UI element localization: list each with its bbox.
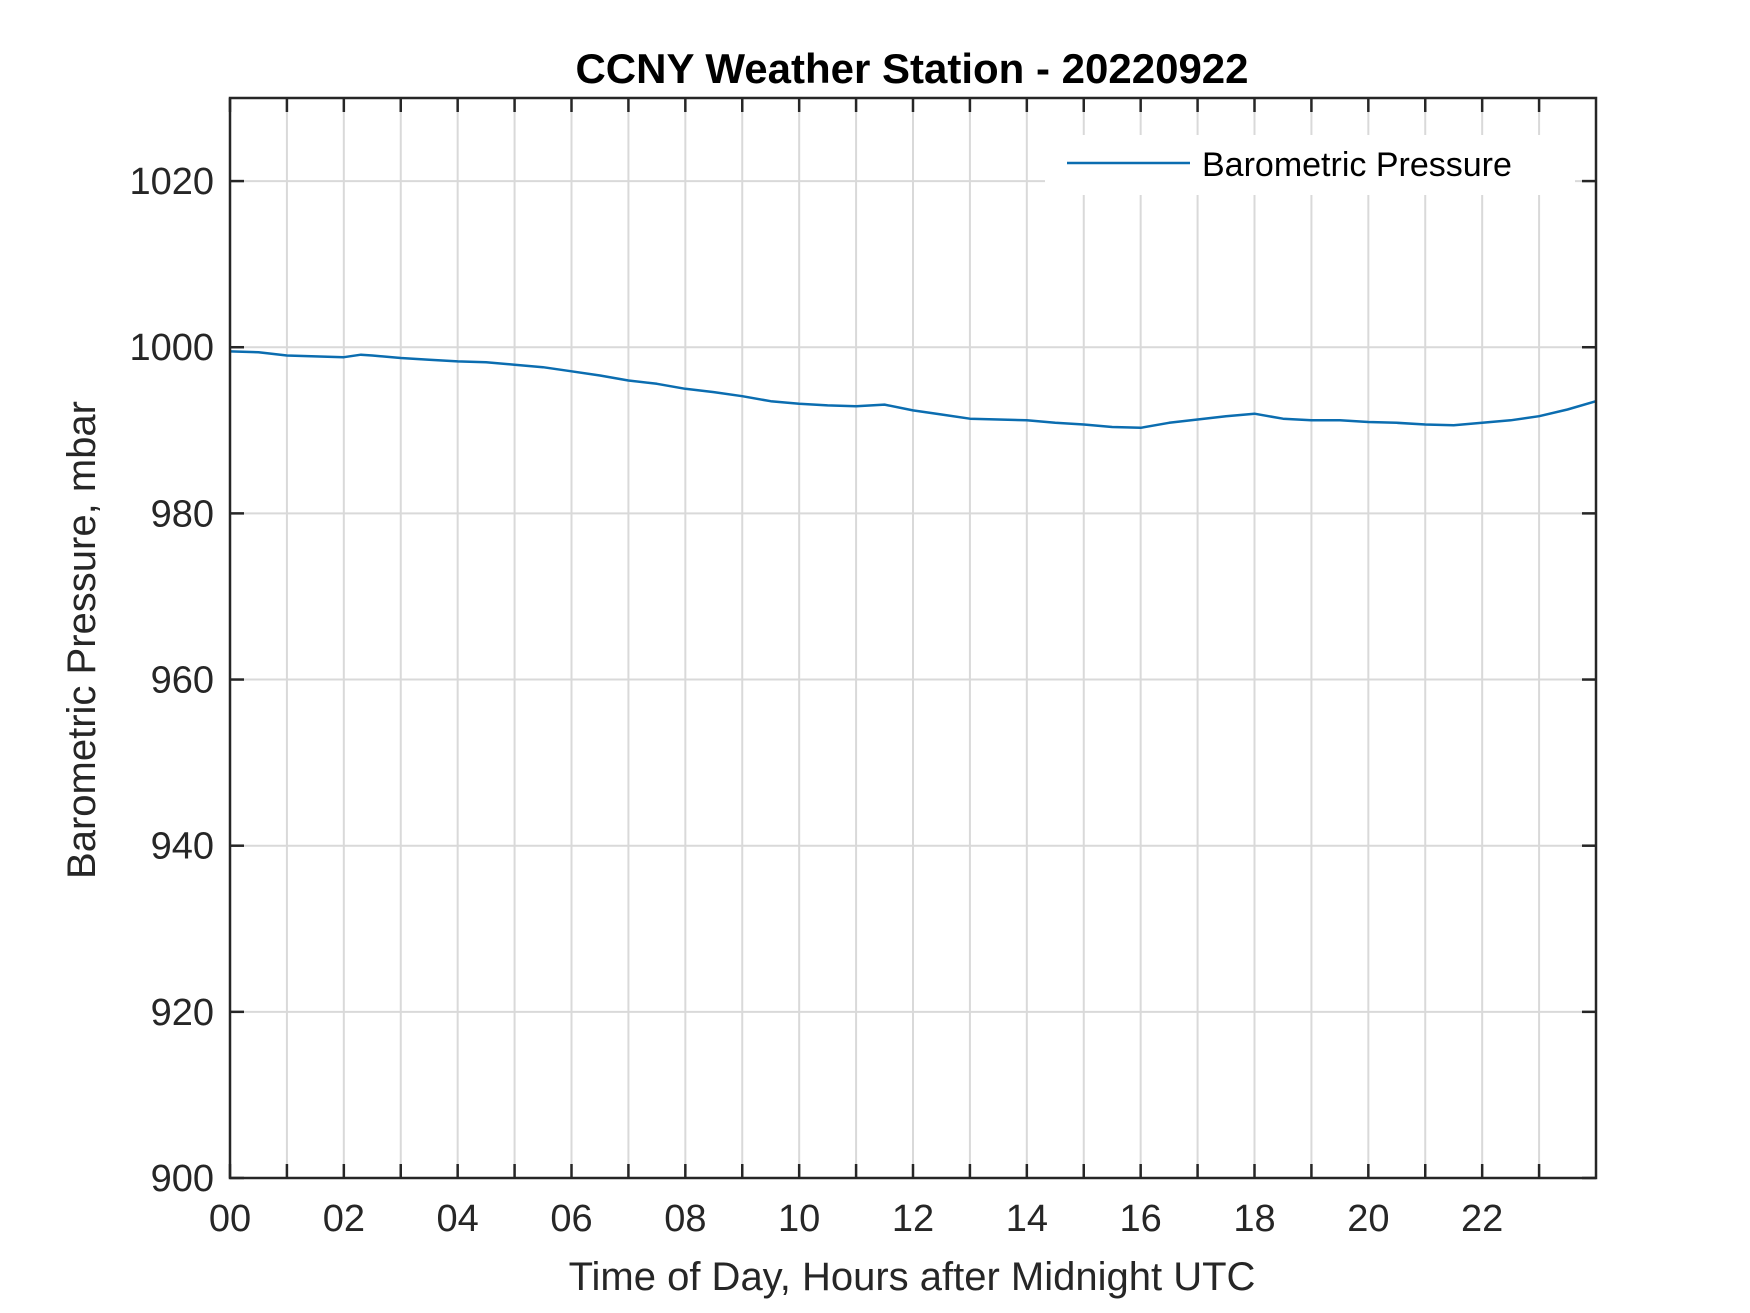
x-tick-label: 06: [550, 1198, 592, 1240]
y-tick-label: 940: [151, 826, 214, 868]
y-tick-label: 1000: [129, 327, 214, 369]
chart-title: CCNY Weather Station - 20220922: [575, 45, 1248, 92]
series-layer: [229, 350, 1597, 430]
plot-area-frame: [228, 96, 1598, 1180]
y-tick-label: 980: [151, 493, 214, 535]
x-tick-label: 18: [1233, 1198, 1275, 1240]
series-line-barometric-pressure: [229, 350, 1597, 430]
y-tick-label: 960: [151, 660, 214, 702]
y-axis-label: Barometric Pressure, mbar: [60, 401, 104, 879]
y-tick-labels: 900 920 940 960 980 1000 1020: [129, 161, 214, 1200]
legend-box: [1045, 135, 1575, 195]
y-tick-label: 1020: [129, 161, 214, 203]
y-tick-label: 920: [151, 992, 214, 1034]
x-axis-label: Time of Day, Hours after Midnight UTC: [569, 1255, 1256, 1299]
legend-label-barometric-pressure: Barometric Pressure: [1202, 146, 1512, 184]
x-tick-label: 02: [323, 1198, 365, 1240]
legend: Barometric Pressure: [1045, 135, 1575, 195]
x-tick-label: 08: [664, 1198, 706, 1240]
x-tick-label: 00: [209, 1198, 251, 1240]
y-tick-label: 900: [151, 1158, 214, 1200]
x-tick-label: 12: [892, 1198, 934, 1240]
x-tick-label: 10: [778, 1198, 820, 1240]
x-tick-label: 20: [1347, 1198, 1389, 1240]
x-tick-label: 14: [1006, 1198, 1048, 1240]
x-tick-labels: 00 02 04 06 08 10 12 14 16 18 20 22: [209, 1198, 1503, 1240]
axis-ticks: [228, 98, 1596, 1180]
x-tick-label: 22: [1461, 1198, 1503, 1240]
x-tick-label: 04: [437, 1198, 479, 1240]
x-tick-label: 16: [1120, 1198, 1162, 1240]
